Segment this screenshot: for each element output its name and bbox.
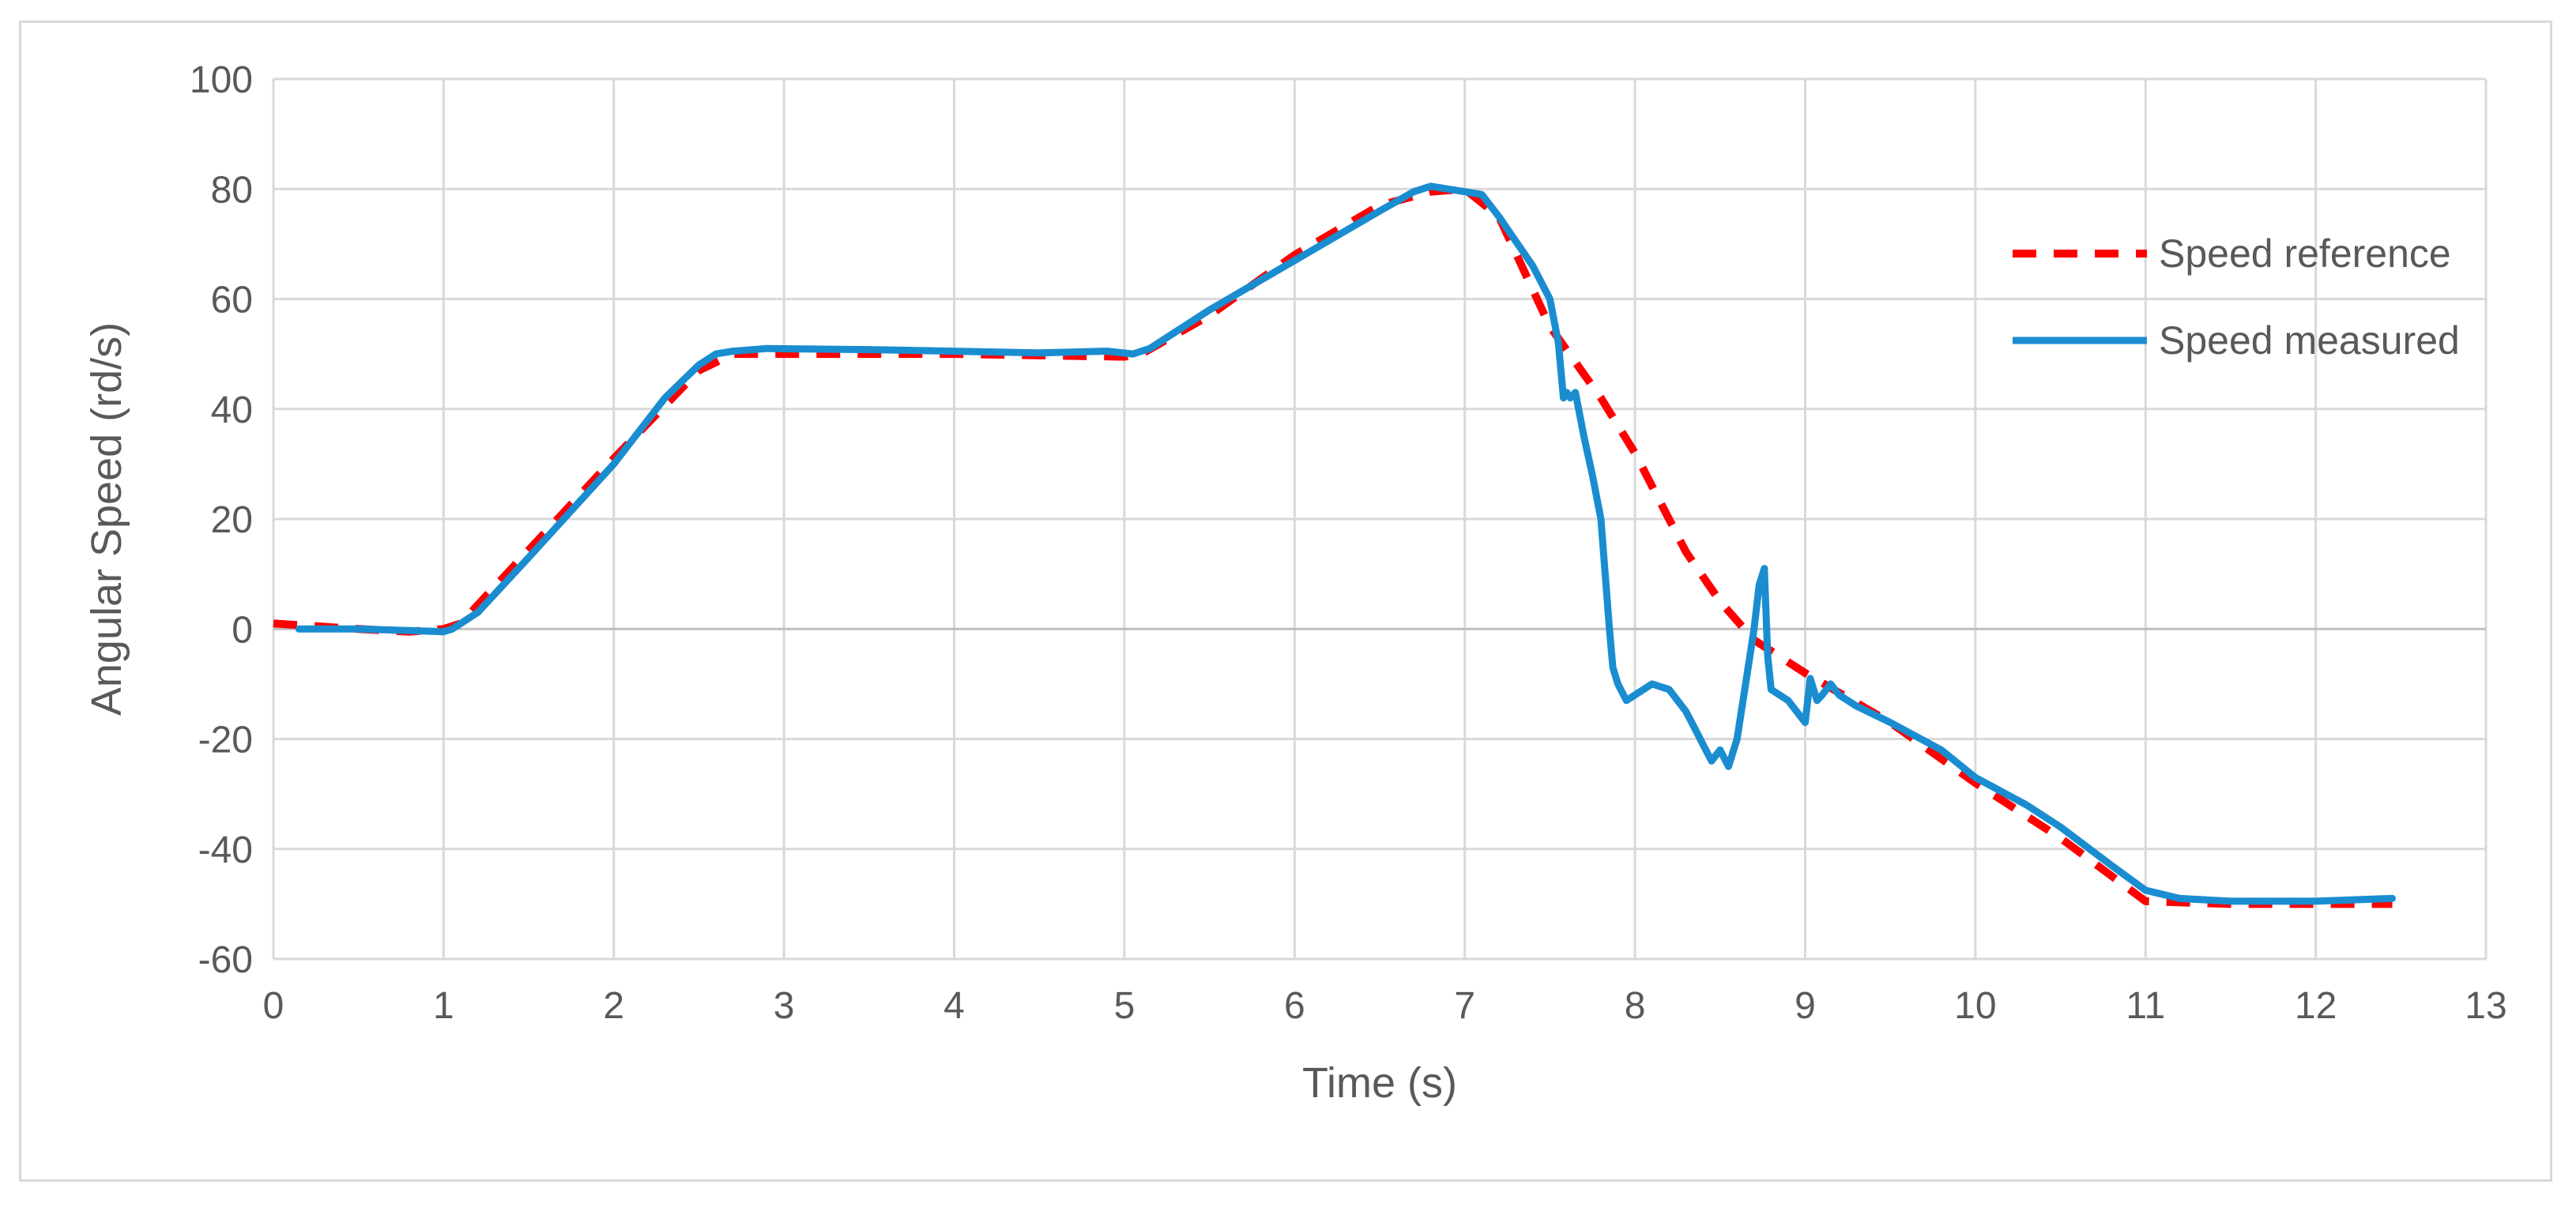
legend-label-speed-reference: Speed reference [2159,231,2451,276]
x-tick-label: 2 [603,985,624,1027]
x-tick-label: 13 [2465,985,2506,1027]
x-axis-title: Time (s) [1302,1059,1457,1107]
x-tick-label: 11 [2126,985,2165,1027]
y-axis-title: Angular Speed (rd/s) [83,322,130,716]
y-tick-label: 80 [211,169,253,211]
x-tick-label: 6 [1284,985,1305,1027]
chart-frame: 100 80 60 40 20 0 -20 -40 -60 0 1 2 3 4 5 6 7 8 9 10 11 12 13 … [19,21,2552,1182]
gridlines [272,77,2487,961]
series-lines [273,182,2396,908]
y-tick-label: 100 [190,59,253,101]
x-tick-label: 9 [1795,985,1816,1027]
x-tick-label: 5 [1114,985,1135,1027]
x-tick-label: 7 [1454,985,1475,1027]
legend-label-speed-measured: Speed measured [2159,318,2460,363]
y-tick-label: 20 [211,499,253,541]
x-tick-label: 4 [943,985,965,1027]
x-tick-label: 12 [2295,985,2337,1027]
x-tick-label: 1 [433,985,454,1027]
y-tick-label: -40 [198,829,253,871]
x-tick-label: 0 [263,985,284,1027]
y-tick-label: 40 [211,389,253,431]
y-tick-label: -60 [198,939,253,981]
series-line-speed-measured [295,182,2396,905]
x-tick-label: 3 [774,985,795,1027]
x-tick-label: 10 [1954,985,1996,1027]
legend: Speed reference Speed measured [2013,231,2460,363]
series-line-speed-reference [273,185,2393,908]
x-tick-label: 8 [1625,985,1646,1027]
y-tick-label: -20 [198,720,253,761]
y-tick-label: 0 [232,609,253,651]
y-tick-label: 60 [211,280,253,321]
